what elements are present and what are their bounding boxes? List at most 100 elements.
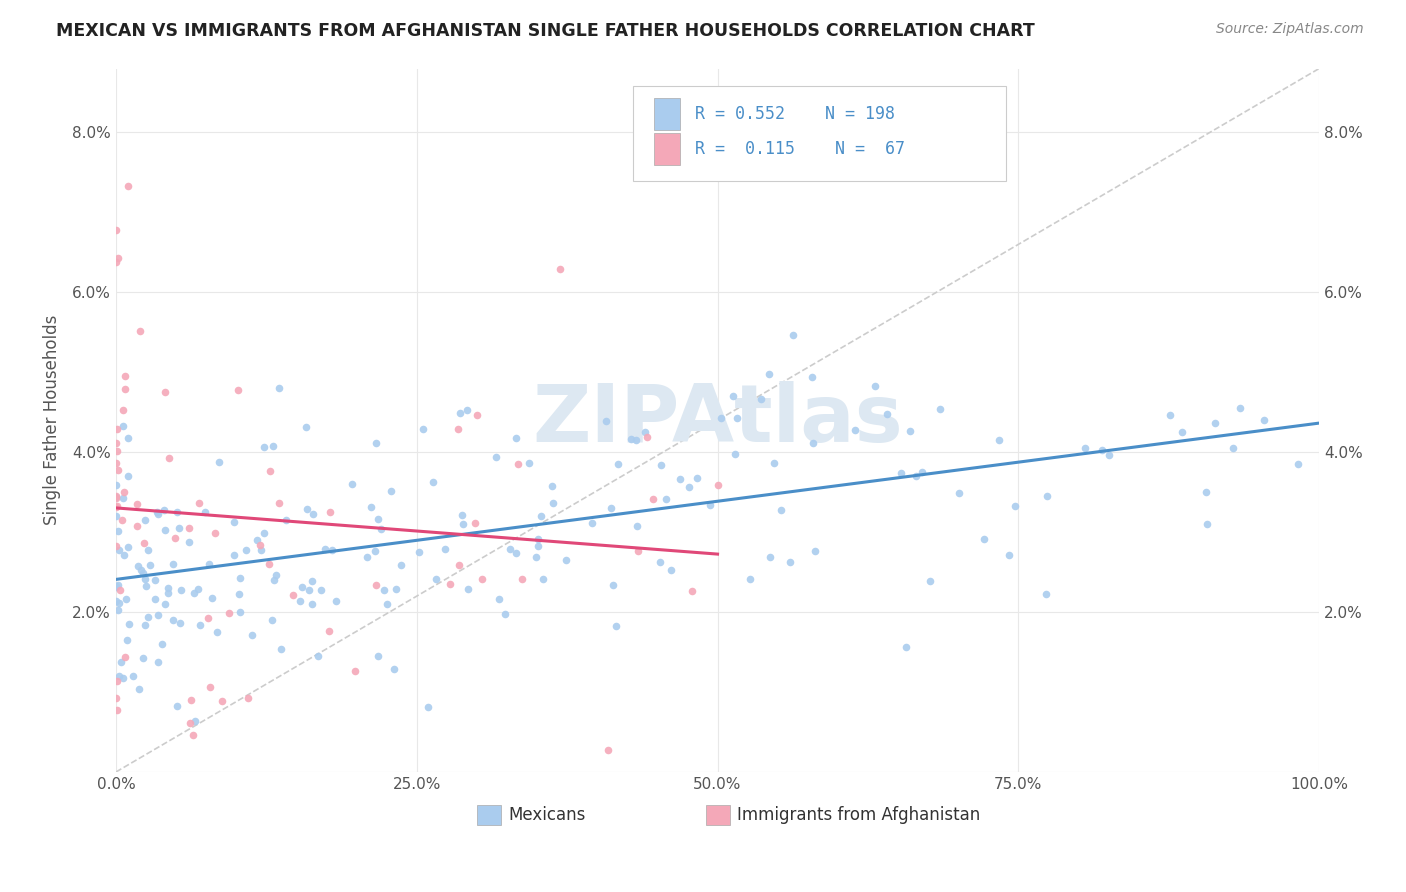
Point <box>494 607 516 621</box>
Point <box>114 649 136 664</box>
Point <box>127 497 149 511</box>
Point <box>1204 416 1226 430</box>
Point <box>208 455 231 469</box>
Point <box>997 549 1019 563</box>
Point <box>678 480 700 494</box>
Point <box>758 550 780 565</box>
Point <box>661 563 683 577</box>
Point <box>527 532 550 546</box>
Point <box>162 557 184 571</box>
Point <box>471 572 494 586</box>
Point <box>763 456 786 470</box>
Point <box>607 457 630 471</box>
Point <box>153 523 176 537</box>
Point <box>738 572 761 586</box>
Point <box>412 422 434 436</box>
Point <box>132 566 155 580</box>
Point <box>262 439 284 453</box>
Point <box>498 541 520 556</box>
Point <box>259 558 281 572</box>
Point <box>1171 425 1194 439</box>
Point <box>122 669 145 683</box>
Point <box>725 411 748 425</box>
Point <box>107 251 129 265</box>
Point <box>222 548 245 562</box>
Point <box>259 464 281 478</box>
Point <box>253 440 276 454</box>
Point <box>844 423 866 437</box>
Point <box>253 526 276 541</box>
Point <box>803 544 825 558</box>
Point <box>117 469 139 483</box>
Point <box>1197 517 1219 532</box>
Point <box>524 549 547 564</box>
Point <box>464 516 486 530</box>
Point <box>138 542 160 557</box>
Point <box>105 579 128 593</box>
Point <box>146 507 169 521</box>
Point <box>356 549 378 564</box>
Point <box>188 617 211 632</box>
Point <box>262 613 284 627</box>
Point <box>911 465 934 479</box>
Point <box>274 513 297 527</box>
Point <box>596 743 619 757</box>
Point <box>129 563 152 577</box>
Point <box>263 573 285 587</box>
Point <box>782 327 804 342</box>
Point <box>105 422 128 436</box>
Point <box>370 522 392 536</box>
Point <box>439 576 461 591</box>
Point <box>367 512 389 526</box>
Point <box>686 471 709 485</box>
Point <box>207 625 229 640</box>
Point <box>928 402 950 417</box>
Point <box>112 671 135 685</box>
Point <box>342 477 364 491</box>
Point <box>654 492 676 507</box>
Point <box>389 558 412 573</box>
Point <box>530 508 553 523</box>
Y-axis label: Single Father Households: Single Father Households <box>44 315 60 525</box>
Point <box>197 611 219 625</box>
Point <box>117 179 139 194</box>
Point <box>104 489 127 503</box>
Point <box>314 541 336 556</box>
Point <box>139 558 162 572</box>
Point <box>367 649 389 664</box>
Point <box>118 616 141 631</box>
Point <box>508 457 530 471</box>
Point <box>380 484 402 499</box>
Point <box>905 468 928 483</box>
Point <box>108 669 131 683</box>
Point <box>382 662 405 676</box>
Point <box>1159 409 1181 423</box>
Point <box>301 574 323 589</box>
Point <box>550 262 572 277</box>
Text: Immigrants from Afghanistan: Immigrants from Afghanistan <box>737 805 980 824</box>
Point <box>344 664 367 678</box>
Point <box>128 681 150 696</box>
Point <box>111 513 134 527</box>
Point <box>104 539 127 553</box>
Point <box>235 543 257 558</box>
Point <box>104 456 127 470</box>
Point <box>485 450 508 464</box>
Point <box>162 613 184 627</box>
Point <box>1035 586 1057 600</box>
Point <box>531 572 554 586</box>
Point <box>425 573 447 587</box>
Point <box>894 640 917 655</box>
Point <box>602 577 624 591</box>
Point <box>117 540 139 554</box>
Point <box>541 479 564 493</box>
Point <box>146 655 169 669</box>
Point <box>724 446 747 460</box>
Point <box>134 513 156 527</box>
Point <box>166 505 188 519</box>
Point <box>1286 457 1309 471</box>
Point <box>581 516 603 531</box>
Point <box>108 596 131 610</box>
Point <box>451 508 474 522</box>
Point <box>605 619 627 633</box>
